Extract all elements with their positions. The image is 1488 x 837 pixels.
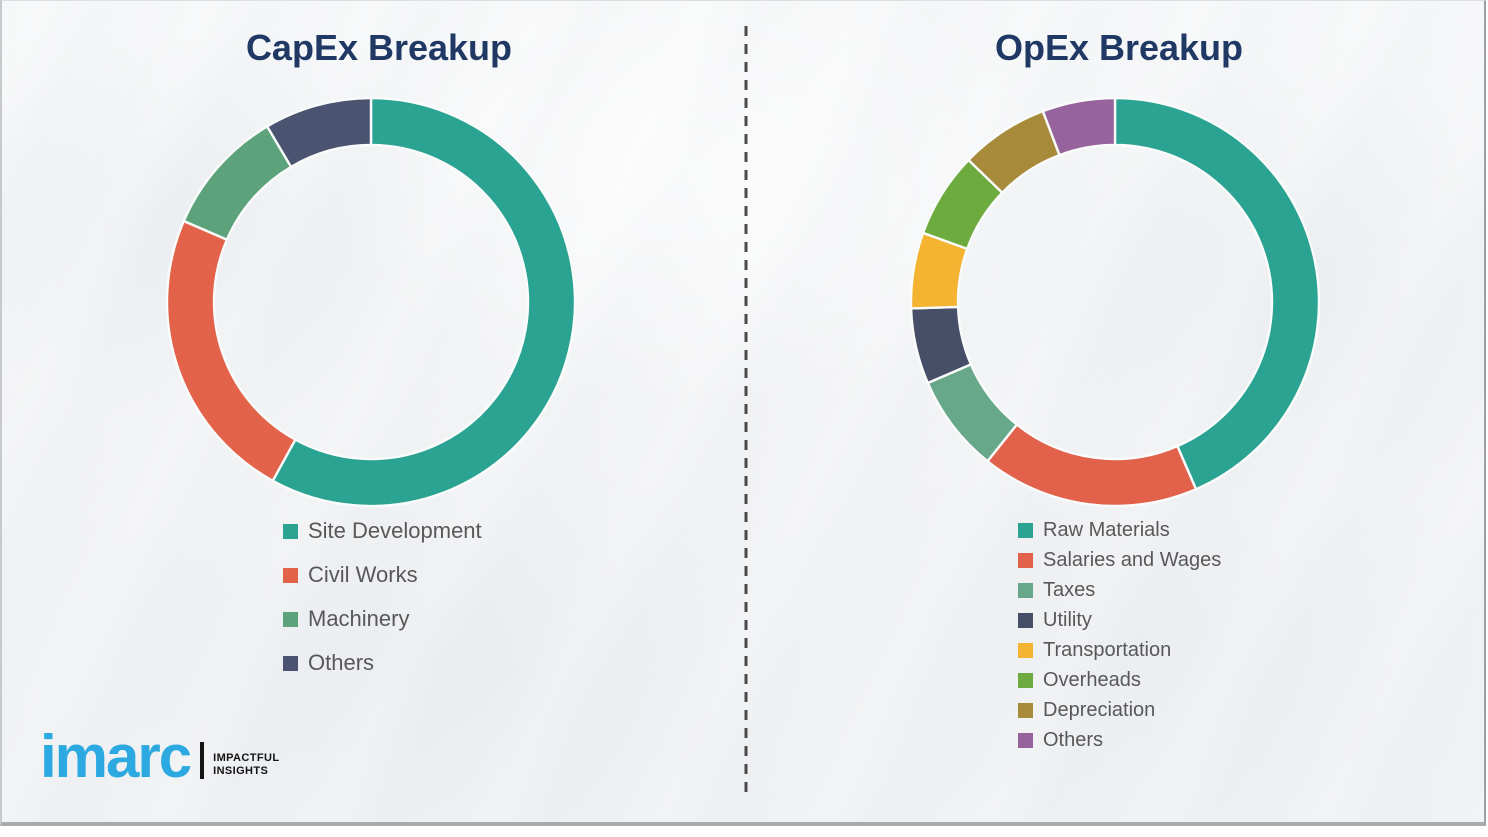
legend-item-machinery: Machinery [283,597,482,641]
legend-item-taxes: Taxes [1018,575,1221,605]
logo-tagline-line1: IMPACTFUL [213,751,280,764]
legend-swatch-icon [1018,702,1033,718]
capex-legend: Site Development Civil Works Machinery Othe… [283,509,482,685]
legend-item-overheads: Overheads [1018,665,1221,695]
legend-label: Others [308,650,375,675]
legend-item-others: Others [283,641,482,685]
legend-swatch-icon [1018,552,1033,568]
legend-item-transportation: Transportation [1018,635,1221,665]
logo-tagline: IMPACTFUL INSIGHTS [213,752,279,782]
legend-item-utility: Utility [1018,605,1221,635]
legend-label: Machinery [308,606,410,631]
donut-segment-raw-materials [1113,96,1321,491]
imarc-wordmark: imarc [40,723,192,790]
logo-tagline-line2: INSIGHTS [213,765,269,778]
donut-segment-others [1041,96,1117,157]
legend-swatch-icon [1018,642,1033,658]
legend-swatch-icon [283,567,298,583]
donut-segment-others [265,96,373,169]
donut-segment-site-development [271,96,577,508]
capex-chart-title: CapEx Breakup [245,27,513,68]
legend-label: Raw Materials [1043,518,1170,541]
legend-item-civil-works: Civil Works [283,553,482,597]
donut-segment-salaries-and-wages [985,422,1198,508]
legend-item-others: Others [1018,725,1221,755]
imarc-logo: imarc IMPACTFUL INSIGHTS [40,723,279,790]
legend-item-site-development: Site Development [283,509,482,553]
legend-label: Others [1043,728,1104,751]
legend-item-salaries-and-wages: Salaries and Wages [1018,545,1221,575]
legend-swatch-icon [283,523,298,539]
legend-swatch-icon [1018,672,1033,688]
legend-label: Depreciation [1043,698,1156,721]
legend-swatch-icon [283,611,298,627]
capex-donut-chart [165,96,577,508]
logo-separator-bar [200,742,205,780]
legend-swatch-icon [1018,522,1033,538]
opex-chart-title: OpEx Breakup [994,27,1244,68]
legend-label: Taxes [1043,578,1096,601]
legend-label: Overheads [1043,668,1141,691]
legend-swatch-icon [283,655,298,671]
opex-donut-chart [909,96,1321,508]
legend-item-depreciation: Depreciation [1018,695,1221,725]
donut-segment-machinery [182,124,293,242]
legend-swatch-icon [1018,612,1033,628]
legend-item-raw-materials: Raw Materials [1018,515,1221,545]
legend-swatch-icon [1018,582,1033,598]
legend-label: Utility [1043,608,1092,631]
donut-segment-civil-works [165,219,297,483]
legend-label: Site Development [308,518,482,543]
legend-swatch-icon [1018,732,1033,748]
legend-label: Transportation [1043,638,1172,661]
opex-legend: Raw Materials Salaries and Wages Taxes Util… [1018,515,1221,755]
legend-label: Civil Works [308,562,418,587]
legend-label: Salaries and Wages [1043,548,1222,571]
